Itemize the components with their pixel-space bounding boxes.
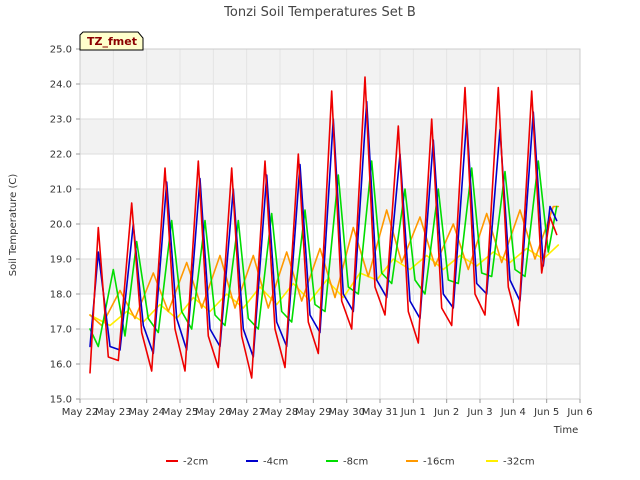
- legend-label: -4cm: [263, 457, 288, 468]
- site-label-box: TZ_fmet: [79, 31, 144, 51]
- y-tick-label: 18.0: [50, 290, 72, 301]
- x-tick-label: May 30: [328, 407, 365, 418]
- x-tick-label: May 22: [62, 407, 99, 418]
- x-tick-label: May 27: [228, 407, 265, 418]
- chart-title: Tonzi Soil Temperatures Set B: [223, 5, 416, 20]
- grid-band: [80, 49, 580, 84]
- x-tick-label: Jun 2: [433, 407, 459, 418]
- x-tick-label: May 26: [195, 407, 232, 418]
- x-tick-label: May 24: [128, 407, 165, 418]
- grid-band: [80, 329, 580, 364]
- series-line-minus-2cm: [89, 76, 558, 379]
- x-tick-label: Jun 6: [566, 407, 592, 418]
- y-axis: 15.0 16.0 17.0 18.0 19.0 20.0 21.0 22.0 23.0 24.0…: [50, 45, 80, 406]
- x-tick-label: May 25: [162, 407, 199, 418]
- y-tick-label: 15.0: [50, 395, 72, 406]
- y-tick-label: 19.0: [50, 255, 72, 266]
- y-tick-label: 25.0: [50, 45, 72, 56]
- series-line-minus-8cm: [89, 160, 558, 348]
- x-tick-label: Jun 3: [466, 407, 492, 418]
- legend-label: -32cm: [503, 457, 535, 468]
- x-tick-label: Jun 1: [400, 407, 426, 418]
- series-line-minus-16cm: [89, 205, 560, 327]
- site-label: TZ_fmet: [87, 35, 137, 48]
- series-line-minus-4cm: [89, 100, 558, 358]
- x-axis-title: Time: [553, 425, 578, 436]
- x-tick-label: May 29: [295, 407, 332, 418]
- x-tick-label: May 28: [262, 407, 299, 418]
- y-tick-label: 17.0: [50, 325, 72, 336]
- x-tick-label: May 23: [95, 407, 132, 418]
- x-tick-label: Jun 5: [533, 407, 559, 418]
- x-tick-label: May 31: [362, 407, 399, 418]
- series-layer: [89, 76, 560, 379]
- series-line-minus-32cm: [89, 244, 560, 327]
- y-tick-label: 22.0: [50, 150, 72, 161]
- y-tick-label: 23.0: [50, 115, 72, 126]
- legend: -2cm -4cm -8cm -16cm -32cm: [166, 457, 535, 468]
- legend-label: -16cm: [423, 457, 455, 468]
- y-tick-label: 20.0: [50, 220, 72, 231]
- legend-label: -8cm: [343, 457, 368, 468]
- y-axis-title: Soil Temperature (C): [8, 174, 19, 277]
- y-tick-label: 21.0: [50, 185, 72, 196]
- y-tick-label: 24.0: [50, 80, 72, 91]
- x-tick-label: Jun 4: [500, 407, 526, 418]
- legend-label: -2cm: [183, 457, 208, 468]
- gridlines: [79, 48, 581, 400]
- y-tick-label: 16.0: [50, 360, 72, 371]
